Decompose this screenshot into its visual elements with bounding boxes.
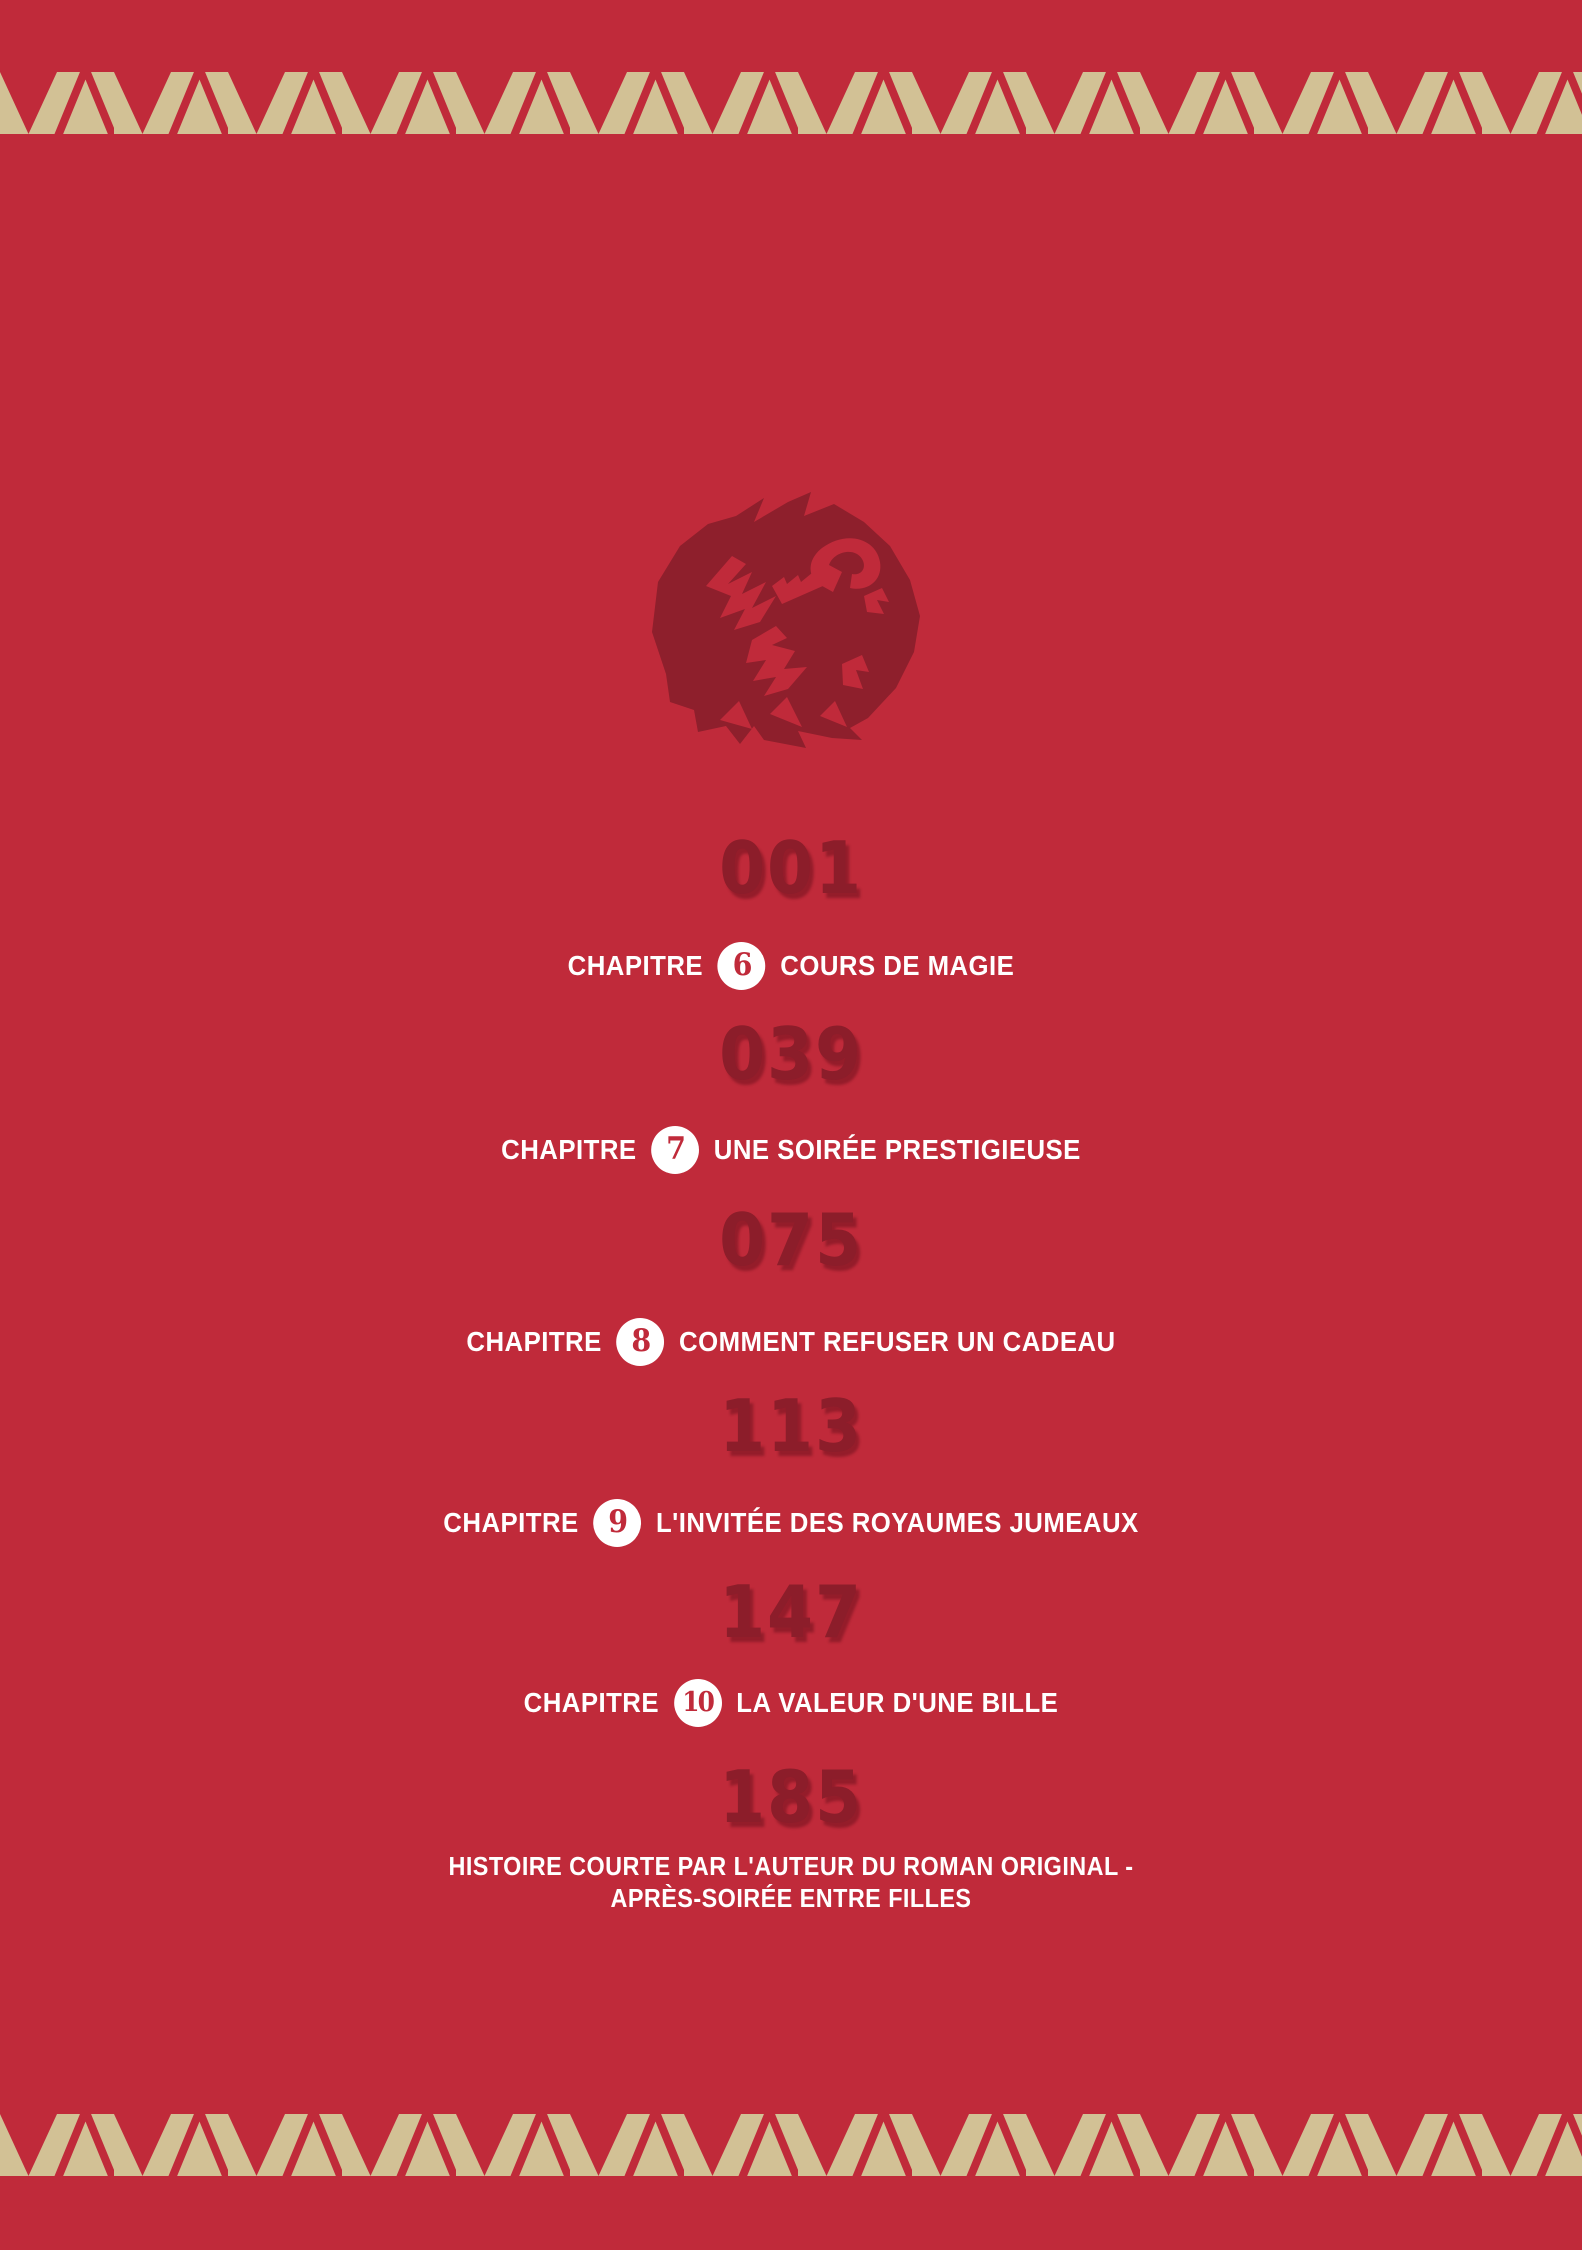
page-number: 185 bbox=[719, 1755, 863, 1839]
chapter-title: UNE SOIRÉE PRESTIGIEUSE bbox=[713, 1134, 1081, 1165]
top-triangle-border bbox=[0, 72, 1582, 134]
short-story-title-line1: HISTOIRE COURTE PAR L'AUTEUR DU ROMAN OR… bbox=[448, 1851, 1134, 1881]
page-number: 075 bbox=[719, 1198, 863, 1282]
chapter-row: CHAPITRE 7 UNE SOIRÉE PRESTIGIEUSE bbox=[63, 1124, 1518, 1176]
dragon-emblem-icon bbox=[652, 492, 920, 748]
short-story-title-line2: APRÈS-SOIRÉE ENTRE FILLES bbox=[610, 1883, 972, 1913]
chapter-row: CHAPITRE 8 COMMENT REFUSER UN CADEAU bbox=[63, 1316, 1518, 1368]
page-number: 001 bbox=[719, 826, 863, 910]
page-number: 039 bbox=[719, 1012, 863, 1096]
chapter-row: CHAPITRE 10 LA VALEUR D'UNE BILLE bbox=[63, 1677, 1518, 1729]
chapter-label: CHAPITRE bbox=[567, 950, 704, 981]
chapter-label: CHAPITRE bbox=[523, 1687, 660, 1718]
chapter-label: CHAPITRE bbox=[501, 1134, 637, 1165]
bottom-triangle-border bbox=[0, 2114, 1582, 2176]
chapter-row: CHAPITRE 9 L'INVITÉE DES ROYAUMES JUMEAU… bbox=[63, 1497, 1518, 1549]
page-number: 147 bbox=[719, 1570, 863, 1654]
chapter-title: COMMENT REFUSER UN CADEAU bbox=[679, 1326, 1116, 1357]
chapter-title: LA VALEUR D'UNE BILLE bbox=[736, 1687, 1059, 1718]
chapter-title: L'INVITÉE DES ROYAUMES JUMEAUX bbox=[655, 1507, 1139, 1538]
chapter-row: CHAPITRE 6 COURS DE MAGIE bbox=[63, 940, 1518, 992]
chapter-title: COURS DE MAGIE bbox=[780, 950, 1015, 981]
page-number: 113 bbox=[719, 1384, 863, 1468]
chapter-number-badge: 10 bbox=[673, 1679, 722, 1727]
chapter-number-badge: 8 bbox=[616, 1318, 665, 1366]
chapter-number-badge: 9 bbox=[593, 1499, 642, 1547]
chapter-number-badge: 6 bbox=[717, 942, 766, 990]
chapter-label: CHAPITRE bbox=[443, 1507, 579, 1538]
chapter-number-badge: 7 bbox=[651, 1126, 700, 1174]
chapter-label: CHAPITRE bbox=[466, 1326, 602, 1357]
